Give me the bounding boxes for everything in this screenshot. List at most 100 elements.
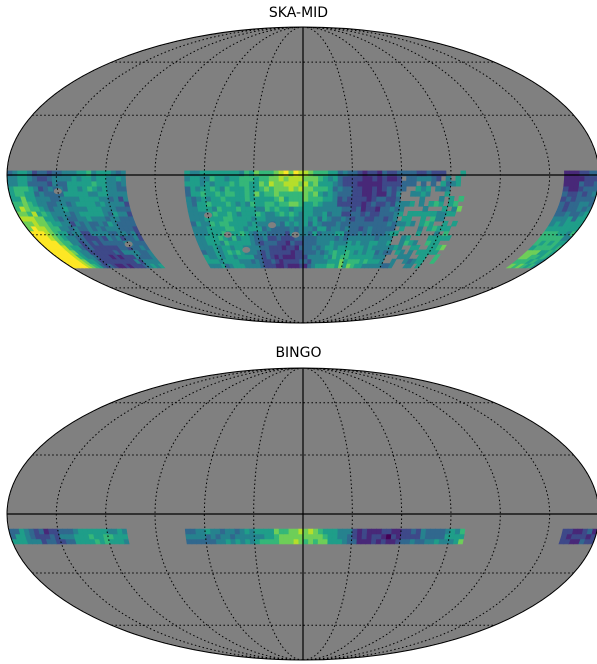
coverage-pixel — [347, 175, 353, 182]
coverage-pixel — [331, 538, 338, 545]
coverage-pixel — [228, 185, 235, 192]
coverage-pixel — [568, 175, 575, 182]
coverage-pixel — [294, 254, 300, 260]
coverage-pixel — [375, 528, 382, 535]
coverage-pixel — [263, 196, 270, 202]
coverage-pixel — [302, 190, 309, 197]
coverage-pixel — [229, 533, 236, 540]
coverage-pixel — [91, 185, 98, 192]
coverage-pixel — [228, 180, 235, 187]
coverage-pixel — [414, 533, 421, 540]
coverage-pixel — [279, 220, 285, 227]
coverage-pixel — [326, 196, 333, 202]
coverage-pixel — [268, 538, 275, 545]
coverage-pixel — [245, 211, 252, 217]
coverage-pixel — [568, 180, 575, 187]
coverage-pixel — [307, 225, 313, 232]
coverage-pixel — [302, 538, 309, 545]
coverage-pixel — [278, 528, 284, 535]
coverage-pixel — [55, 175, 62, 182]
coverage-pixel — [386, 175, 393, 182]
coverage-pixel — [346, 528, 353, 535]
coverage-pixel — [283, 206, 290, 212]
coverage-pixel — [365, 196, 372, 202]
coverage-pixel — [312, 538, 318, 545]
coverage-pixel — [41, 175, 48, 182]
coverage-pixel — [280, 235, 286, 241]
coverage-pixel — [401, 215, 408, 222]
coverage-pixel — [583, 180, 590, 187]
coverage-pixel — [398, 225, 406, 232]
coverage-pixel — [337, 175, 343, 182]
coverage-pixel — [321, 215, 328, 222]
coverage-pixel — [223, 175, 230, 182]
coverage-pixel — [346, 185, 353, 192]
coverage-pixel — [307, 196, 314, 202]
coverage-pixel — [203, 175, 210, 182]
coverage-pixel — [302, 211, 309, 217]
coverage-pixel — [273, 185, 279, 192]
coverage-pixel — [389, 538, 396, 545]
coverage-pixel — [213, 180, 220, 187]
coverage-pixel — [336, 206, 342, 212]
panel-title-bingo: BINGO — [275, 345, 322, 361]
coverage-pixel — [273, 201, 280, 207]
coverage-pixel — [258, 196, 265, 202]
coverage-pixel — [293, 240, 300, 246]
coverage-pixel — [254, 201, 260, 207]
coverage-pixel — [187, 211, 195, 217]
survey-coverage — [7, 170, 597, 269]
coverage-pixel — [409, 533, 416, 540]
coverage-pixel — [312, 190, 319, 197]
coverage-pixel — [209, 528, 216, 535]
coverage-pixel — [573, 175, 580, 182]
coverage-pixel — [292, 538, 299, 545]
coverage-pixel — [342, 180, 348, 187]
coverage-pixel — [46, 175, 52, 182]
coverage-pixel — [287, 180, 294, 187]
coverage-pixel — [273, 533, 280, 540]
coverage-pixel — [307, 206, 313, 212]
coverage-pixel — [355, 206, 362, 212]
coverage-pixel — [204, 533, 211, 540]
coverage-pixel — [318, 258, 324, 264]
coverage-pixel — [315, 244, 321, 251]
coverage-pixel — [61, 180, 68, 187]
coverage-pixel — [391, 175, 398, 182]
coverage-pixel — [185, 196, 192, 202]
coverage-pixel — [375, 196, 382, 202]
coverage-pixel — [376, 185, 383, 192]
coverage-pixel — [450, 180, 457, 187]
coverage-pixel — [381, 185, 387, 192]
coverage-pixel — [327, 185, 333, 192]
coverage-pixel — [450, 206, 458, 212]
coverage-pixel — [339, 225, 346, 232]
coverage-pixel — [283, 528, 289, 535]
coverage-pixel — [326, 211, 333, 217]
coverage-pixel — [324, 240, 330, 246]
coverage-pixel — [288, 211, 294, 217]
meridian-line — [105, 368, 304, 660]
coverage-pixel — [287, 533, 294, 540]
coverage-pixel — [297, 175, 304, 182]
coverage-pixel — [238, 528, 245, 535]
coverage-pixel — [234, 533, 241, 540]
coverage-pixel — [263, 180, 269, 187]
coverage-pixel — [445, 180, 452, 187]
coverage-pixel — [420, 185, 427, 192]
coverage-pixel — [321, 538, 328, 545]
coverage-pixel — [214, 190, 221, 197]
coverage-pixel — [588, 175, 595, 182]
coverage-pixel — [342, 175, 348, 182]
coverage-pixel — [346, 201, 352, 207]
coverage-pixel — [283, 196, 289, 202]
coverage-pixel — [428, 201, 435, 207]
coverage-pixel — [275, 235, 282, 241]
coverage-pixel — [190, 220, 197, 227]
coverage-pixel — [419, 215, 427, 222]
coverage-pixel — [258, 175, 264, 182]
coverage-pixel — [349, 215, 356, 222]
coverage-pixel — [371, 185, 378, 192]
coverage-pixel — [355, 201, 362, 207]
coverage-pixel — [278, 206, 285, 212]
